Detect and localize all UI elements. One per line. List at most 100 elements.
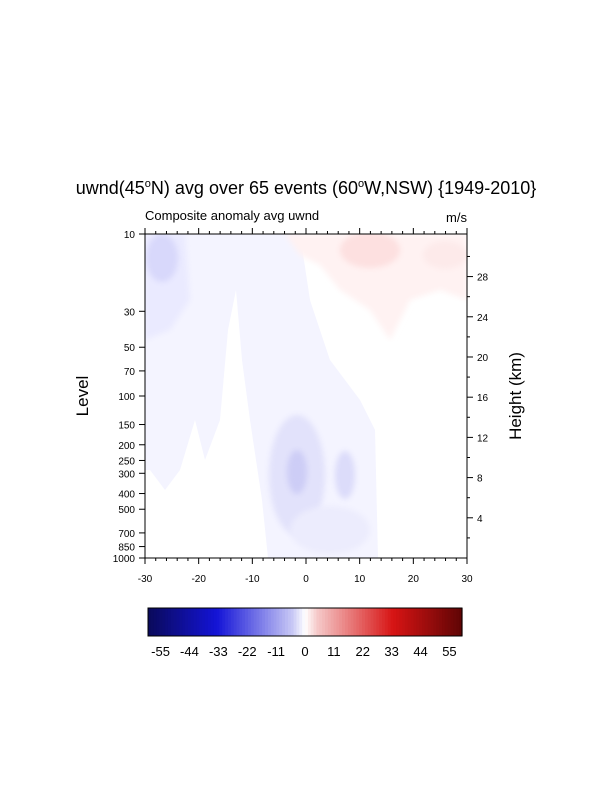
colorbar-box xyxy=(167,608,172,636)
y-tick-label: 250 xyxy=(118,456,135,467)
colorbar-box xyxy=(344,608,349,636)
colorbar-box xyxy=(399,608,403,636)
colorbar-box xyxy=(390,608,395,636)
colorbar-box xyxy=(239,608,243,636)
colorbar-tick-label: -11 xyxy=(267,644,285,659)
y-tick-label: 10 xyxy=(124,230,136,241)
colorbar-box xyxy=(316,608,320,636)
y-axis-label: Level xyxy=(73,376,92,417)
colorbar-box xyxy=(416,608,420,636)
colorbar-box xyxy=(219,608,223,636)
colorbar-box xyxy=(256,608,260,636)
colorbar-box xyxy=(376,608,380,636)
negative-core-upper-left xyxy=(146,234,178,282)
colorbar-box xyxy=(262,608,266,636)
colorbar-box xyxy=(210,608,215,636)
weak-positive-region xyxy=(285,234,467,340)
colorbar-box xyxy=(379,608,383,636)
colorbar-box xyxy=(407,608,412,636)
colorbar-box xyxy=(373,608,377,636)
colorbar-tick-label: -55 xyxy=(151,644,170,659)
colorbar-box xyxy=(173,608,178,636)
colorbar-box xyxy=(313,608,318,636)
colorbar-box xyxy=(199,608,203,636)
colorbar-box xyxy=(267,608,272,636)
colorbar-box xyxy=(187,608,192,636)
colorbar-box xyxy=(384,608,389,636)
y-tick-label: 100 xyxy=(118,392,135,403)
colorbar-box xyxy=(305,608,309,636)
y-right-tick-label: 12 xyxy=(477,433,489,444)
colorbar-box xyxy=(273,608,278,636)
y-tick-label: 500 xyxy=(118,505,135,516)
colorbar-box xyxy=(419,608,423,636)
colorbar-box xyxy=(402,608,406,636)
colorbar-box xyxy=(293,608,298,636)
colorbar-box xyxy=(287,608,292,636)
colorbar-box xyxy=(324,608,329,636)
y-right-tick-label: 16 xyxy=(477,393,489,404)
colorbar-ticks: -55 -44 -33 -22 -11 0 11 22 33 44 55 xyxy=(151,644,457,659)
colorbar-box xyxy=(396,608,400,636)
y-tick-label: 850 xyxy=(118,543,135,554)
colorbar-box xyxy=(424,608,429,636)
colorbar-box xyxy=(233,608,238,636)
colorbar-box xyxy=(430,608,435,636)
colorbar-box xyxy=(322,608,326,636)
colorbar-box xyxy=(382,608,386,636)
y-tick-label: 1000 xyxy=(113,554,136,565)
colorbar-box xyxy=(236,608,240,636)
positive-core-upper xyxy=(340,234,400,268)
colorbar-box xyxy=(225,608,229,636)
colorbar-box xyxy=(367,608,372,636)
colorbar-box xyxy=(299,608,303,636)
x-tick-label: 0 xyxy=(303,574,309,585)
colorbar-box xyxy=(444,608,449,636)
colorbar-box xyxy=(247,608,252,636)
colorbar-box xyxy=(176,608,180,636)
colorbar-tick-label: -44 xyxy=(180,644,199,659)
colorbar-box xyxy=(456,608,460,636)
colorbar-box xyxy=(296,608,300,636)
colorbar-box xyxy=(347,608,352,636)
x-tick-label: 20 xyxy=(408,574,420,585)
colorbar-box xyxy=(265,608,269,636)
colorbar-box xyxy=(330,608,335,636)
negative-core-right xyxy=(335,451,355,499)
colorbar-box xyxy=(205,608,209,636)
colorbar-box xyxy=(319,608,323,636)
y-tick-label: 70 xyxy=(124,367,136,378)
colorbar-box xyxy=(410,608,415,636)
colorbar-box xyxy=(159,608,163,636)
colorbar-box xyxy=(447,608,452,636)
colorbar-tick-label: 55 xyxy=(442,644,456,659)
colorbar-box xyxy=(185,608,189,636)
negative-region-lower xyxy=(290,506,370,554)
colorbar-box xyxy=(342,608,346,636)
y-tick-label: 150 xyxy=(118,421,135,432)
x-tick-label: -20 xyxy=(191,574,206,585)
colorbar-box xyxy=(193,608,198,636)
colorbar-box xyxy=(162,608,166,636)
colorbar xyxy=(148,608,463,636)
x-axis: -30 -20 -10 0 10 20 30 xyxy=(138,228,473,585)
chart-title: uwnd(45oN) avg over 65 events (60oW,NSW)… xyxy=(76,178,537,198)
y-right-tick-label: 24 xyxy=(477,313,489,324)
colorbar-box xyxy=(459,608,463,636)
colorbar-box xyxy=(302,608,306,636)
colorbar-box xyxy=(453,608,457,636)
colorbar-box xyxy=(276,608,280,636)
colorbar-box xyxy=(279,608,283,636)
colorbar-box xyxy=(310,608,315,636)
colorbar-box xyxy=(165,608,169,636)
colorbar-box xyxy=(285,608,289,636)
colorbar-box xyxy=(336,608,340,636)
colorbar-box xyxy=(259,608,263,636)
colorbar-box xyxy=(213,608,218,636)
colorbar-box xyxy=(353,608,357,636)
colorbar-box xyxy=(150,608,155,636)
colorbar-box xyxy=(179,608,183,636)
colorbar-box xyxy=(245,608,249,636)
colorbar-box xyxy=(442,608,446,636)
